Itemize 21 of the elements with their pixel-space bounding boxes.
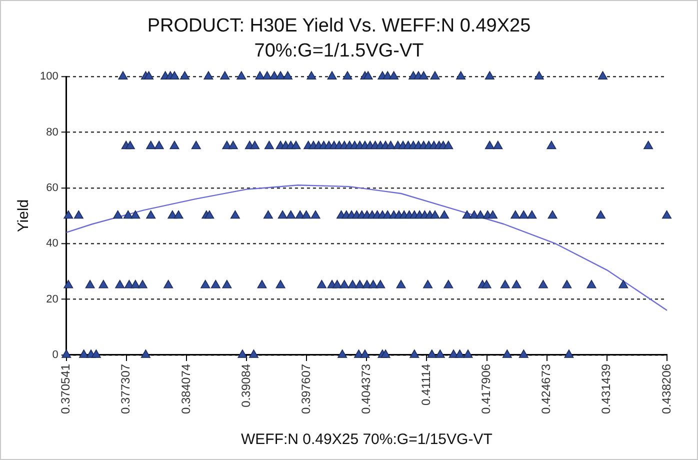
chart-title: PRODUCT: H30E Yield Vs. WEFF:N 0.49X25 [147,16,531,37]
x-tick-label: 0.431439 [599,364,614,414]
y-axis-title: Yield [15,199,32,232]
y-tick-label: 40 [46,238,58,250]
x-tick-label: 0.384074 [178,364,193,414]
y-tick-label: 80 [46,126,58,138]
x-tick-label: 0.404373 [358,364,373,414]
chart-subtitle: 70%:G=1/1.5VG-VT [254,40,424,62]
x-tick-label: 0.438206 [659,364,674,414]
x-tick-label: 0.424673 [539,364,554,414]
x-axis-title: WEFF:N 0.49X25 70%:G=1/15VG-VT [240,431,492,448]
y-tick-label: 60 [46,182,58,194]
x-tick-label: 0.370541 [58,364,73,414]
y-tick-label: 0 [52,348,58,361]
x-tick-label: 0.39084 [238,364,253,408]
x-tick-label: 0.417906 [479,364,494,414]
x-tick-label: 0.377307 [118,364,133,414]
x-tick-label: 0.41114 [419,364,434,406]
y-tick-label: 20 [46,293,58,306]
x-tick-label: 0.397607 [298,364,313,414]
y-tick-label: 100 [40,70,58,83]
